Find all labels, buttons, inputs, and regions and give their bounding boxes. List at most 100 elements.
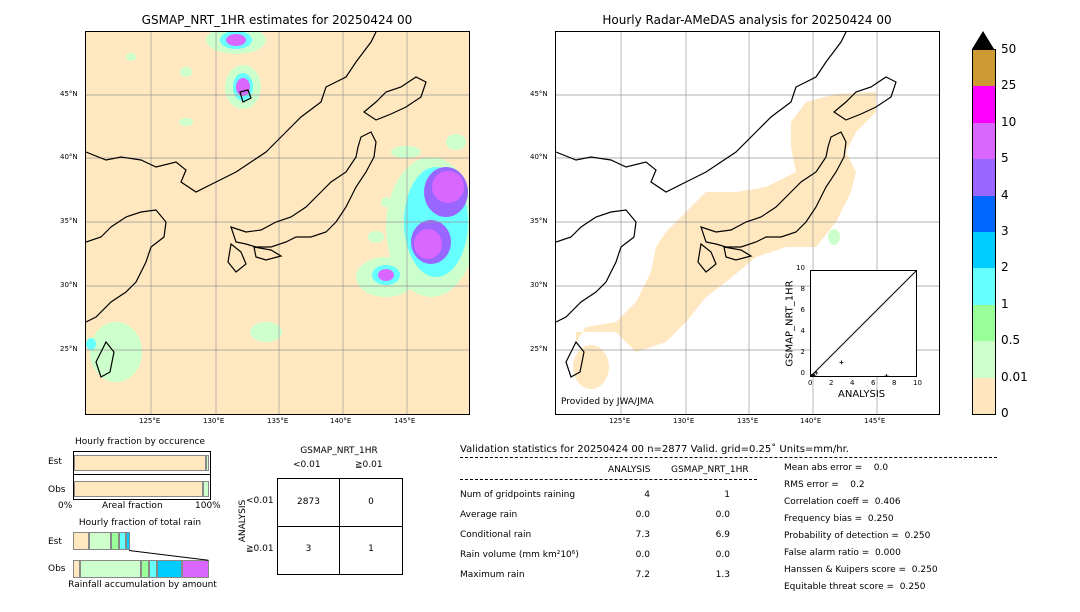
right-lon-140: 140°E [800,417,822,425]
contingency-row-1: ≧0.01 [246,544,274,554]
validation-row-label: Num of gridpoints raining [460,490,576,500]
contingency-grid: 2873 0 3 1 [277,478,403,575]
total-rain-bar-segment [157,560,182,578]
validation-row-label: Maximum rain [460,570,525,580]
left-map-title: GSMAP_NRT_1HR estimates for 20250424 00 [141,13,413,27]
validation-row-gsmap: 1.3 [715,570,730,580]
left-coastline [86,32,427,378]
contingency-cell-10: 3 [305,544,312,554]
right-lat-40: 40°N [530,153,548,161]
colorbar-segment [973,195,995,232]
validation-row-analysis: 7.3 [635,530,650,540]
right-lat-30: 30°N [530,281,548,289]
total-rain-caption: Rainfall accumulation by amount [68,580,217,590]
scatter-xtick: 4 [850,379,855,387]
total-rain-bar-segment [126,532,131,550]
scatter-plot [809,270,917,378]
total-rain-bar-segment [73,532,90,550]
colorbar-segment [973,268,995,305]
scatter-ytick: 6 [800,306,805,314]
occurrence-est-label: Est [48,457,62,467]
colorbar-segment [973,122,995,160]
total-rain-bar-segment [89,532,112,550]
validation-score: Hanssen & Kuipers score = 0.250 [784,565,938,575]
scatter-xtick: 6 [871,379,876,387]
occurrence-bar-segment [203,481,209,497]
left-lat-25: 25°N [60,345,78,353]
occurrence-chart [73,451,211,500]
total-rain-title: Hourly fraction of total rain [78,518,202,528]
colorbar-segment [973,341,995,378]
scatter-point [884,374,889,378]
left-lon-125: 125°E [139,417,161,425]
validation-row-label: Rain volume (mm km²10⁶) [460,550,579,560]
contingency-cell-01: 0 [368,497,374,507]
colorbar-label: 5 [1001,151,1009,166]
occurrence-axis-left: 0% [58,501,73,511]
validation-score: Mean abs error = 0.0 [784,463,889,473]
right-map-canvas [556,32,939,414]
total-rain-bar-segment [73,560,80,578]
colorbar-label: 25 [1001,78,1017,93]
diagonal-line [810,270,917,377]
scatter-xtick: 0 [808,379,813,387]
validation-row-gsmap: 1 [724,490,730,500]
colorbar-label: 2 [1001,260,1009,275]
colorbar [972,49,996,415]
contingency-cell-11: 1 [368,544,374,554]
validation-row-analysis: 4 [644,490,650,500]
colorbar-segment [973,50,995,87]
contingency-cell-00: 2873 [297,497,320,507]
total-rain-chart [73,531,209,578]
scatter-point [839,360,844,365]
validation-row-analysis: 7.2 [635,570,650,580]
validation-score: Frequency bias = 0.250 [784,514,894,524]
right-lon-135: 135°E [737,417,759,425]
total-rain-est-label: Est [48,537,62,547]
scatter-xlabel: ANALYSIS [838,389,886,400]
validation-table-rule [460,479,757,480]
validation-score: Equitable threat score = 0.250 [784,582,926,592]
validation-header-rule [460,457,997,458]
right-lat-25: 25°N [530,345,548,353]
contingency-hdiv [278,526,402,527]
colorbar-label: 4 [1001,187,1009,202]
scatter-xtick: 10 [913,379,922,387]
left-map-canvas [86,32,469,414]
colorbar-label: 50 [1001,42,1017,56]
scatter-ytick: 2 [800,348,805,356]
colorbar-segment [973,377,995,414]
scatter-xtick: 8 [892,379,897,387]
contingency-title: GSMAP_NRT_1HR [300,446,378,456]
scatter-ytick: 4 [800,327,805,335]
total-rain-bar-segment [119,532,127,550]
occurrence-axis-right: 100% [195,501,221,511]
scatter-ylabel: GSMAP_NRT_1HR [784,280,796,367]
scatter-inset [809,270,917,378]
scatter-ytick: 8 [800,285,805,293]
total-rain-bar-segment [181,560,209,578]
colorbar-label: 0.01 [1001,369,1028,384]
right-coastline [556,32,897,378]
occurrence-bar-segment [205,455,209,471]
left-map [85,31,470,415]
right-lat-45: 45°N [530,90,548,98]
scatter-ytick: 10 [796,264,805,272]
right-lon-125: 125°E [609,417,631,425]
left-lat-30: 30°N [60,281,78,289]
total-rain-bar-segment [141,560,150,578]
colorbar-segment [973,304,995,342]
validation-score: Correlation coeff = 0.406 [784,497,901,507]
occurrence-title: Hourly fraction by occurence [74,437,206,447]
colorbar-label: 1 [1001,296,1009,311]
colorbar-segment [973,232,995,269]
total-rain-bar-segment [79,560,141,578]
colorbar-label: 0 [1001,406,1009,420]
validation-row-label: Average rain [460,510,518,520]
colorbar-label: 10 [1001,114,1017,129]
scatter-xtick: 2 [829,379,834,387]
validation-row-analysis: 0.0 [635,510,650,520]
provided-by-label: Provided by JWA/JMA [561,397,654,407]
scatter-point [814,370,819,375]
left-lon-145: 145°E [394,417,416,425]
